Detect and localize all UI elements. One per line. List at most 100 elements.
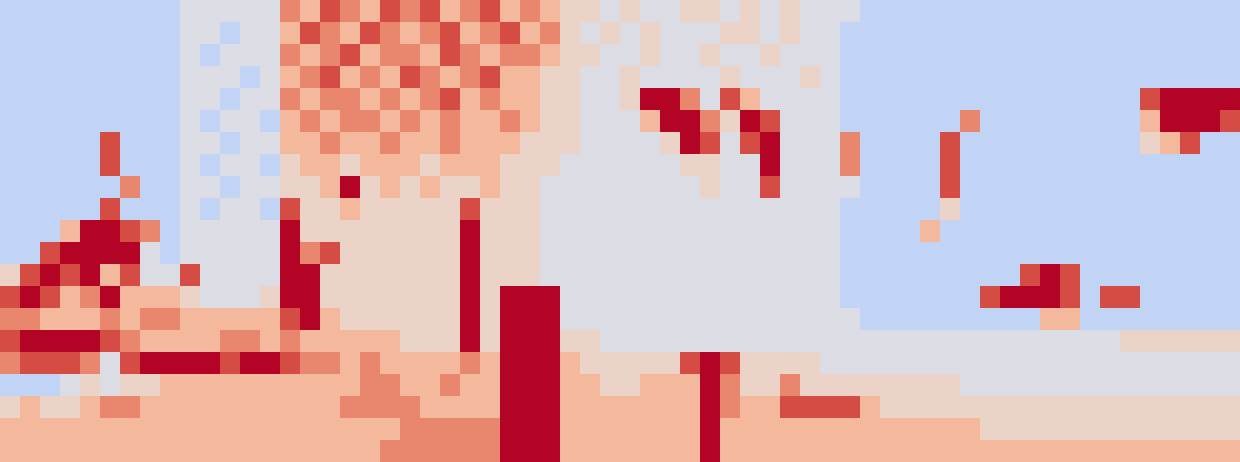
heat-cell bbox=[80, 88, 101, 111]
heat-cell bbox=[900, 198, 921, 221]
heat-cell bbox=[240, 220, 261, 243]
heat-cell bbox=[320, 0, 341, 23]
heat-cell bbox=[460, 132, 481, 155]
heat-cell bbox=[960, 132, 981, 155]
heat-cell bbox=[780, 66, 801, 89]
heat-cell bbox=[1020, 330, 1041, 353]
heat-cell bbox=[100, 286, 121, 309]
heat-cell bbox=[460, 308, 481, 331]
heat-cell bbox=[580, 352, 601, 375]
heat-cell bbox=[1180, 330, 1201, 353]
heat-cell bbox=[440, 220, 461, 243]
heat-cell bbox=[900, 0, 921, 23]
heat-cell bbox=[740, 0, 761, 23]
heat-cell bbox=[20, 308, 41, 331]
heat-cell bbox=[1100, 286, 1121, 309]
heat-cell bbox=[40, 418, 61, 441]
heat-cell bbox=[880, 264, 901, 287]
heat-cell bbox=[260, 66, 281, 89]
heat-cell bbox=[300, 440, 321, 462]
heat-cell bbox=[1140, 374, 1161, 397]
heat-cell bbox=[680, 440, 701, 462]
heat-cell bbox=[840, 88, 861, 111]
heat-cell bbox=[1220, 264, 1240, 287]
heat-cell bbox=[240, 0, 261, 23]
heat-cell bbox=[1140, 22, 1161, 45]
heat-cell bbox=[960, 352, 981, 375]
heat-cell bbox=[200, 330, 221, 353]
heat-cell bbox=[1100, 66, 1121, 89]
heat-cell bbox=[40, 264, 61, 287]
heat-cell bbox=[340, 396, 361, 419]
heat-cell bbox=[1140, 220, 1161, 243]
heat-cell bbox=[1080, 418, 1101, 441]
heat-cell bbox=[480, 352, 501, 375]
heat-cell bbox=[380, 418, 401, 441]
heat-cell bbox=[620, 176, 641, 199]
heat-cell bbox=[600, 198, 621, 221]
heat-cell bbox=[1040, 242, 1061, 265]
heat-cell bbox=[340, 220, 361, 243]
heat-cell bbox=[120, 242, 141, 265]
heat-cell bbox=[760, 418, 781, 441]
heat-cell bbox=[580, 132, 601, 155]
heat-cell bbox=[680, 352, 701, 375]
heat-cell bbox=[540, 66, 561, 89]
heat-cell bbox=[260, 0, 281, 23]
heat-cell bbox=[1080, 66, 1101, 89]
heat-cell bbox=[820, 44, 841, 67]
heat-cell bbox=[400, 308, 421, 331]
heat-cell bbox=[960, 220, 981, 243]
heat-cell bbox=[320, 308, 341, 331]
heat-cell bbox=[720, 88, 741, 111]
heat-cell bbox=[100, 0, 121, 23]
heat-cell bbox=[60, 396, 81, 419]
heat-cell bbox=[300, 198, 321, 221]
heat-cell bbox=[800, 176, 821, 199]
heat-cell bbox=[180, 374, 201, 397]
heat-cell bbox=[80, 0, 101, 23]
heat-cell bbox=[1140, 418, 1161, 441]
heat-cell bbox=[1220, 352, 1240, 375]
heat-cell bbox=[440, 132, 461, 155]
heat-cell bbox=[80, 418, 101, 441]
heat-cell bbox=[880, 110, 901, 133]
heat-cell bbox=[1100, 418, 1121, 441]
heat-cell bbox=[100, 418, 121, 441]
heat-cell bbox=[1080, 242, 1101, 265]
heat-cell bbox=[200, 220, 221, 243]
heat-cell bbox=[860, 154, 881, 177]
heat-cell bbox=[200, 308, 221, 331]
heat-cell bbox=[680, 0, 701, 23]
heat-cell bbox=[1040, 22, 1061, 45]
heat-cell bbox=[960, 0, 981, 23]
heat-cell bbox=[540, 242, 561, 265]
heat-cell bbox=[40, 308, 61, 331]
heat-cell bbox=[620, 374, 641, 397]
heat-cell bbox=[1160, 198, 1181, 221]
heat-cell bbox=[820, 220, 841, 243]
heat-cell bbox=[1220, 22, 1240, 45]
heat-cell bbox=[1180, 110, 1201, 133]
heat-cell bbox=[140, 22, 161, 45]
heat-cell bbox=[880, 374, 901, 397]
heat-cell bbox=[180, 220, 201, 243]
heat-cell bbox=[560, 132, 581, 155]
heat-cell bbox=[1160, 396, 1181, 419]
heat-cell bbox=[400, 154, 421, 177]
heat-cell bbox=[460, 66, 481, 89]
heat-cell bbox=[500, 220, 521, 243]
heat-cell bbox=[360, 242, 381, 265]
heat-cell bbox=[540, 176, 561, 199]
heat-cell bbox=[880, 44, 901, 67]
heat-cell bbox=[220, 0, 241, 23]
heat-cell bbox=[920, 198, 941, 221]
heat-cell bbox=[400, 44, 421, 67]
heat-cell bbox=[720, 330, 741, 353]
heat-cell bbox=[540, 374, 561, 397]
heat-cell bbox=[520, 374, 541, 397]
heat-cell bbox=[60, 286, 81, 309]
heat-cell bbox=[320, 220, 341, 243]
heat-cell bbox=[1160, 22, 1181, 45]
heat-cell bbox=[640, 308, 661, 331]
